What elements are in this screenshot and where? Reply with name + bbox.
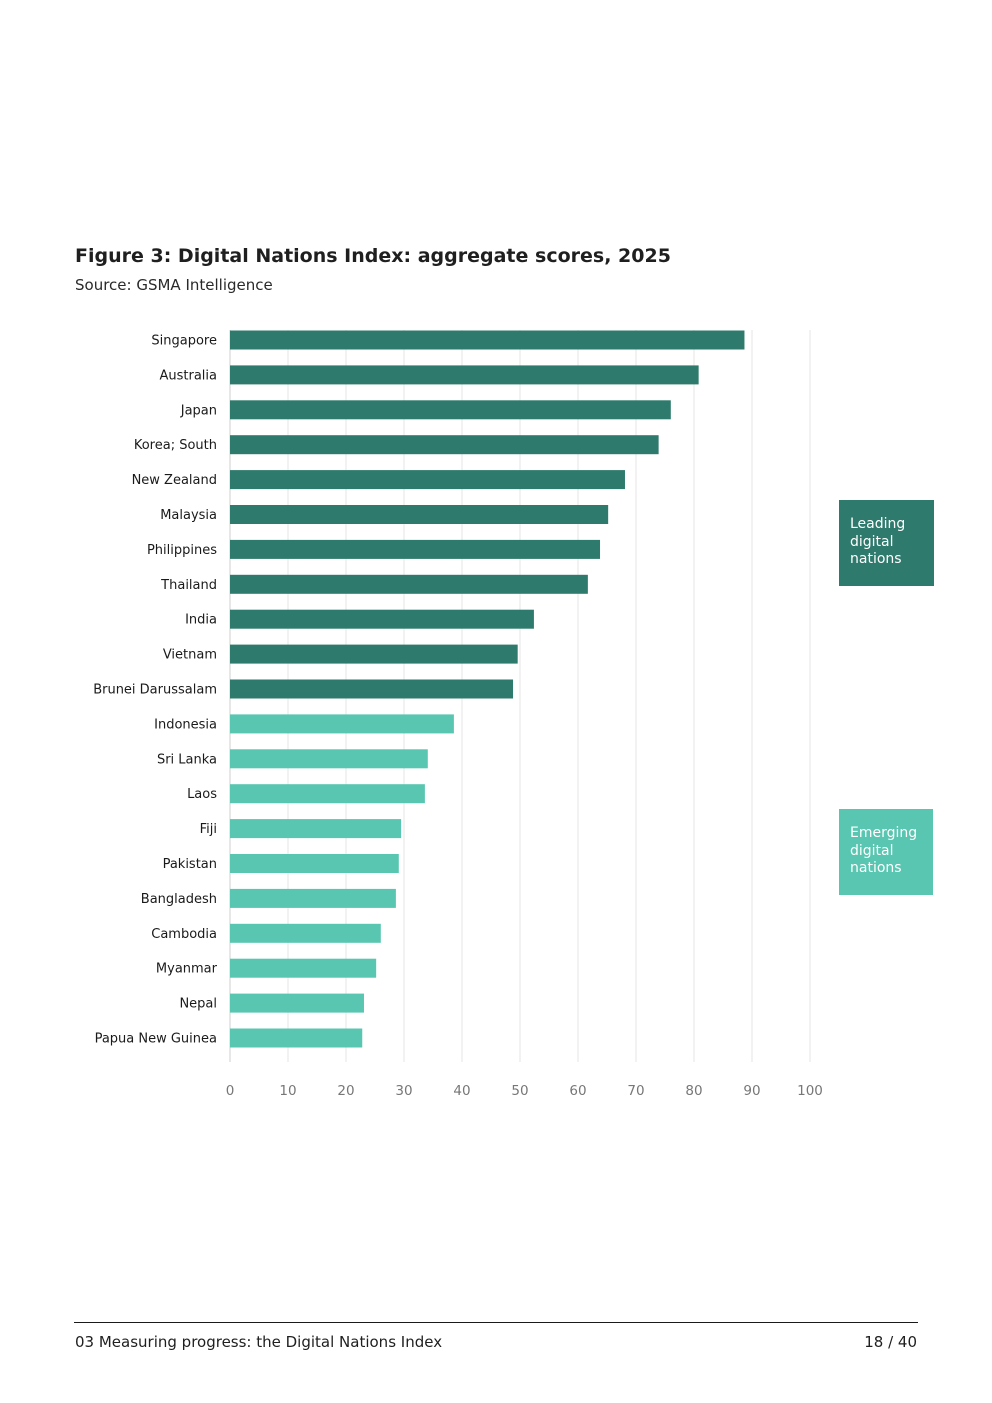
bar-papua-new-guinea <box>230 1028 363 1048</box>
category-label-thailand: Thailand <box>160 578 217 593</box>
x-tick-label-20: 20 <box>337 1083 354 1099</box>
legend-emerging-label: Emerging digital nations <box>850 825 918 876</box>
category-label-india: India <box>185 613 217 628</box>
bar-malaysia <box>230 505 609 524</box>
x-tick-label-60: 60 <box>569 1083 586 1099</box>
bar-bangladesh <box>230 888 396 908</box>
bar-myanmar <box>230 958 377 978</box>
x-tick-label-0: 0 <box>226 1083 235 1099</box>
category-label-indonesia: Indonesia <box>154 717 217 732</box>
x-axis-ticks: 0 10 20 30 40 50 60 70 80 90 100 <box>226 1083 823 1099</box>
category-label-bangladesh: Bangladesh <box>141 892 217 907</box>
bar-philippines <box>230 539 601 559</box>
category-label-fiji: Fiji <box>200 822 217 837</box>
category-label-new-zealand: New Zealand <box>132 473 217 488</box>
category-label-malaysia: Malaysia <box>160 508 217 523</box>
legend-leading-label: Leading digital nations <box>850 516 906 567</box>
bar-singapore <box>230 330 745 350</box>
page-number: 18 / 40 <box>864 1333 917 1351</box>
bar-india <box>230 609 534 629</box>
category-label-singapore: Singapore <box>151 334 217 349</box>
bars <box>230 330 745 1048</box>
category-labels: Singapore Australia Japan Korea; South New Z… <box>93 334 217 1047</box>
footer-divider <box>74 1322 918 1323</box>
category-label-laos: Laos <box>187 787 217 802</box>
legend-emerging-digital-nations: Emerging digital nations <box>839 809 933 895</box>
category-label-japan: Japan <box>180 403 217 418</box>
category-label-myanmar: Myanmar <box>156 962 218 977</box>
category-label-korea-south: Korea; South <box>134 438 217 453</box>
bar-nepal <box>230 993 364 1013</box>
x-tick-label-40: 40 <box>453 1083 470 1099</box>
category-label-nepal: Nepal <box>179 997 217 1012</box>
bar-thailand <box>230 574 588 594</box>
footer-section-title: 03 Measuring progress: the Digital Natio… <box>75 1333 443 1351</box>
bar-brunei-darussalam <box>230 679 514 699</box>
category-label-sri-lanka: Sri Lanka <box>157 752 217 767</box>
legend-leading-digital-nations: Leading digital nations <box>839 500 934 586</box>
bar-laos <box>230 784 425 804</box>
x-tick-label-50: 50 <box>511 1083 528 1099</box>
bar-japan <box>230 400 671 420</box>
figure-title: Figure 3: Digital Nations Index: aggrega… <box>75 245 671 267</box>
x-tick-label-30: 30 <box>395 1083 412 1099</box>
category-label-vietnam: Vietnam <box>163 648 217 663</box>
bar-korea-south <box>230 435 659 455</box>
bar-fiji <box>230 819 402 839</box>
category-label-australia: Australia <box>159 368 217 383</box>
x-tick-label-80: 80 <box>685 1083 702 1099</box>
bar-new-zealand <box>230 470 625 490</box>
bar-cambodia <box>230 923 381 943</box>
bar-pakistan <box>230 854 399 873</box>
figure-source: Source: GSMA Intelligence <box>75 276 273 294</box>
x-tick-label-70: 70 <box>627 1083 644 1099</box>
category-label-papua-new-guinea: Papua New Guinea <box>95 1032 217 1047</box>
category-label-cambodia: Cambodia <box>151 927 217 942</box>
bar-vietnam <box>230 644 518 664</box>
category-label-brunei-darussalam: Brunei Darussalam <box>93 683 217 698</box>
x-tick-label-10: 10 <box>279 1083 296 1099</box>
bar-australia <box>230 365 699 385</box>
bar-sri-lanka <box>230 749 428 769</box>
bar-indonesia <box>230 714 454 734</box>
category-label-philippines: Philippines <box>147 543 217 558</box>
x-tick-label-90: 90 <box>743 1083 760 1099</box>
category-label-pakistan: Pakistan <box>163 857 217 872</box>
x-tick-label-100: 100 <box>797 1083 823 1099</box>
